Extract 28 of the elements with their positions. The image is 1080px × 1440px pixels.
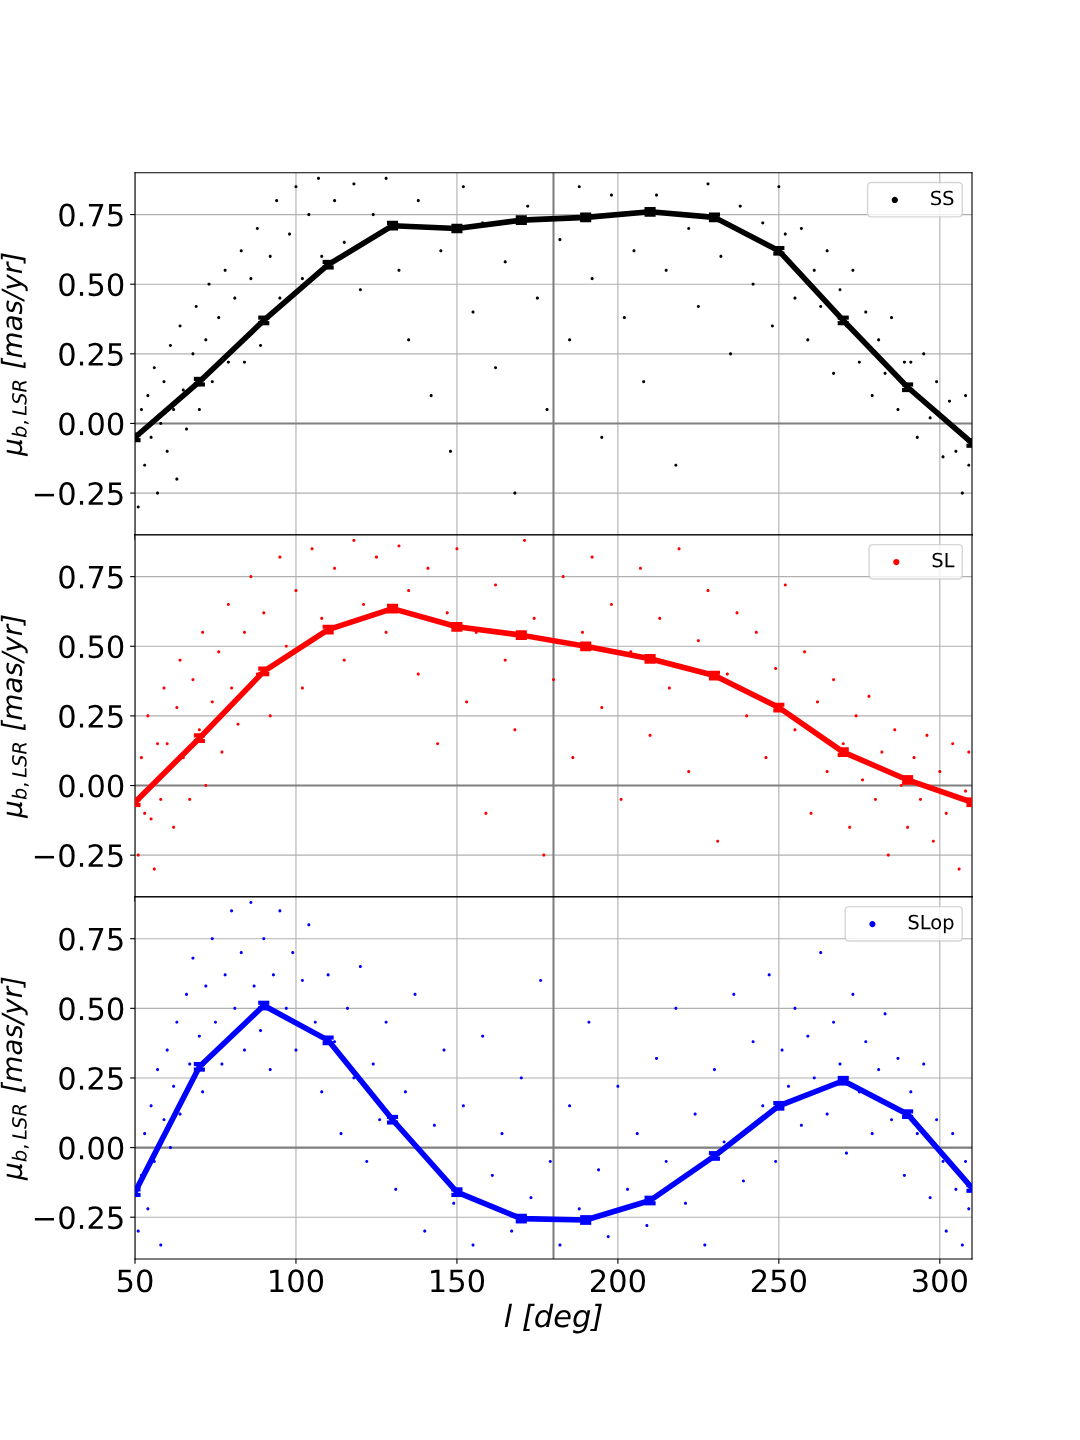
y-tick-label: 0.00 — [59, 412, 124, 436]
x-tick-label: 50 — [117, 1269, 153, 1293]
y-tick-label: 0.00 — [59, 774, 124, 798]
legend-label: SS — [931, 190, 954, 206]
legend-label: SLop — [908, 914, 954, 934]
y-tick-label: −0.25 — [34, 844, 123, 868]
x-tick-label: 300 — [912, 1269, 967, 1293]
y-tick-label: 0.25 — [59, 1066, 123, 1090]
y-tick-label: 0.25 — [59, 704, 123, 728]
y-tick-label: 0.00 — [59, 1136, 124, 1160]
legend-label: SL — [932, 552, 955, 568]
y-tick-label: 0.25 — [59, 342, 123, 366]
y-tick-label: −0.25 — [34, 482, 123, 506]
x-tick-label: 100 — [270, 1269, 324, 1293]
y-axis-title: μ$_{b,LSR}$ [mas/yr] — [0, 253, 29, 457]
y-axis-title: μ$_{b,LSR}$ [mas/yr] — [0, 615, 29, 819]
y-tick-label: 0.75 — [59, 203, 123, 227]
y-axis-title: μ$_{b,LSR}$ [mas/yr] — [0, 977, 29, 1181]
y-tick-label: 0.50 — [59, 635, 124, 659]
y-tick-label: 0.50 — [59, 273, 124, 297]
y-tick-label: 0.75 — [59, 565, 123, 589]
x-axis-title: l [deg] — [504, 1303, 602, 1334]
y-tick-label: 0.75 — [59, 927, 123, 951]
y-tick-label: 0.50 — [59, 997, 124, 1021]
x-tick-label: 250 — [751, 1269, 806, 1293]
y-tick-label: −0.25 — [34, 1206, 123, 1230]
x-tick-label: 200 — [590, 1269, 646, 1293]
x-tick-label: 150 — [431, 1269, 485, 1293]
